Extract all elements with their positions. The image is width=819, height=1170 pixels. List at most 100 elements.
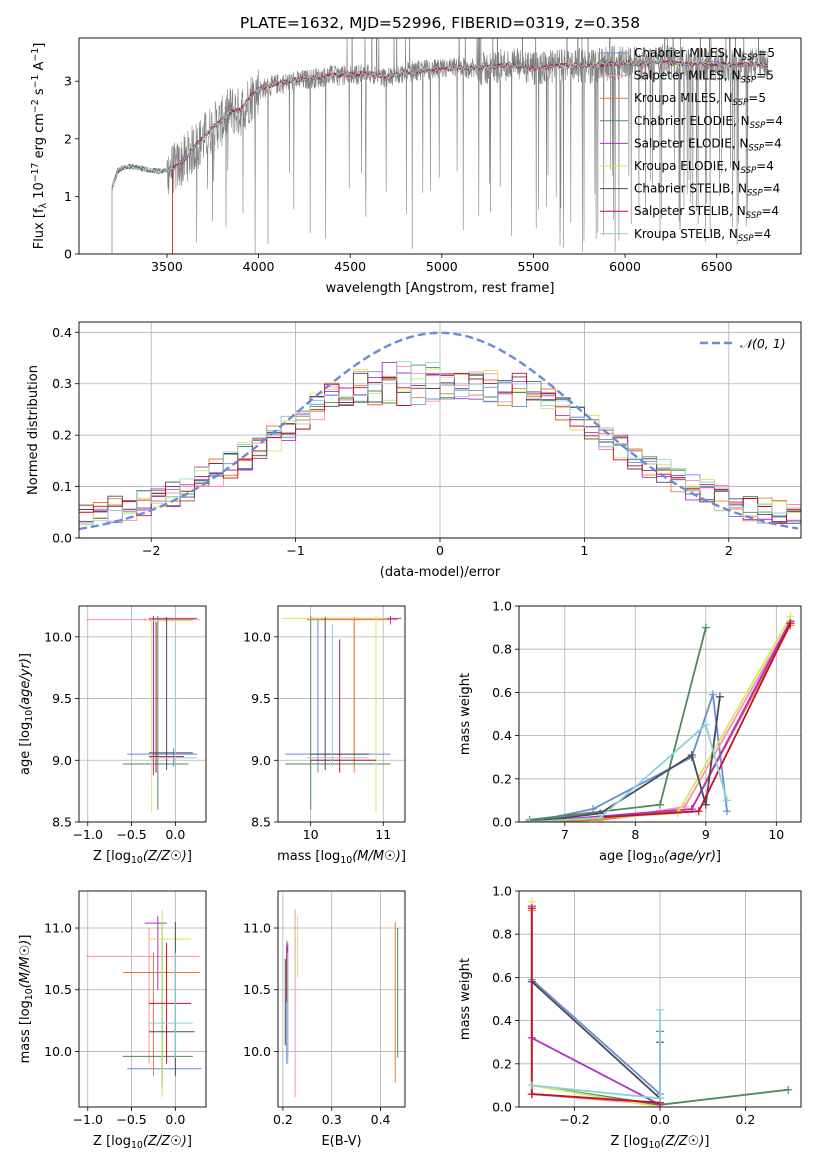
residuals-ytick-label: 0.4 — [52, 325, 72, 340]
age-vs-Z-xlabel-part: (Z/Z☉) — [143, 849, 187, 864]
age-vs-mass-xlabel-part: mass [ — [277, 849, 320, 864]
weight-vs-Z-marker — [784, 1085, 793, 1094]
age-vs-Z-xlabel-part: 10 — [131, 855, 143, 866]
weight-vs-age-ytick-label: 0.4 — [492, 728, 512, 743]
residuals-ytick-label: 0.1 — [52, 479, 72, 494]
legend-text: Kroupa STELIB, N — [634, 227, 738, 241]
weight-vs-Z-ytick-label: 0.4 — [492, 1013, 512, 1028]
age-vs-mass-xlabel-part: (M/M☉) — [352, 849, 401, 864]
age-vs-mass-ytick-label: 10.0 — [243, 629, 271, 644]
legend-text: =4 — [765, 114, 783, 128]
age-vs-Z-ytick-label: 8.5 — [52, 815, 72, 830]
weight-vs-age-ytick-label: 0.2 — [492, 771, 512, 786]
weight-vs-age-plot-area — [525, 612, 795, 822]
legend-sub: SSP — [742, 53, 758, 63]
spectrum-ytick-label: 2 — [64, 131, 72, 146]
legend-text: Chabrier MILES, N — [634, 46, 742, 60]
mass-vs-Z-xlabel-part: 10 — [131, 1140, 143, 1151]
legend-text: Salpeter STELIB, N — [634, 204, 746, 218]
mass-vs-Z-ylabel-part: ] — [18, 935, 33, 940]
residuals-plot-area — [79, 331, 801, 531]
mass-vs-EBV-xlabel-part: E(B-V) — [321, 1134, 361, 1149]
spectrum-axes: 3500 4000 4500 5000 5500 6000 6500 0 1 2 3 — [64, 74, 733, 274]
age-vs-mass-axes: 10 11 8.5 9.0 9.5 10.0 — [243, 606, 405, 842]
weight-vs-age-xlabel: age [log10(age/yr)] — [599, 849, 721, 866]
mass-vs-Z-xlabel-part: Z [ — [93, 1134, 111, 1149]
age-vs-Z-ylabel-part: log — [18, 722, 33, 742]
weight-vs-Z-series-9 — [531, 1009, 661, 1100]
spectrum-ylabel-part: Flux [f — [32, 208, 47, 249]
age-vs-Z-ylabel: age [log10(age/yr)] — [18, 653, 35, 775]
legend-sub: SSP — [748, 143, 764, 153]
weight-vs-age-marker — [596, 813, 605, 822]
legend-sub: SSP — [747, 189, 763, 199]
age-vs-Z-ytick-label: 9.5 — [52, 691, 72, 706]
spectrum-frame — [78, 37, 802, 255]
age-vs-Z-axes: −1.0 −0.5 0.0 8.5 9.0 9.5 10.0 — [44, 606, 206, 842]
residual-histogram-9 — [79, 361, 801, 525]
gaussian-legend-label: 𝒩(0, 1) — [740, 336, 786, 351]
mass-vs-Z-ytick-label: 10.0 — [44, 1044, 72, 1059]
weight-vs-Z-marker — [656, 1005, 664, 1014]
weight-vs-Z-axes: −0.2 0.0 0.2 0.0 0.2 0.4 0.6 0.8 1.0 — [492, 884, 801, 1127]
spectrum-ylabel-part: −1 — [30, 48, 41, 62]
weight-vs-age-ytick-label: 0.6 — [492, 685, 512, 700]
residuals-xtick-label: −1 — [286, 543, 304, 558]
legend-label-5: Salpeter ELODIE, NSSP=4 — [634, 136, 782, 153]
weight-vs-age-xlabel-part: log — [632, 849, 652, 864]
age-vs-mass-xlabel: mass [log10(M/M☉)] — [277, 849, 406, 866]
age-vs-Z-xtick-label: 0.0 — [165, 827, 185, 842]
residuals-ytick-label: 0.0 — [52, 531, 72, 546]
weight-vs-age-frame — [518, 605, 802, 823]
age-vs-mass-xtick-label: 10 — [303, 827, 319, 842]
spectrum-ylabel-part: erg cm — [32, 113, 47, 162]
age-vs-Z-ytick-label: 9.0 — [52, 753, 72, 768]
spectrum-xtick-label: 6000 — [609, 259, 641, 274]
mass-vs-EBV-axes: 0.2 0.3 0.4 10.0 10.5 11.0 — [243, 891, 405, 1127]
weight-vs-age-xtick-label: 8 — [631, 827, 639, 842]
weight-vs-age-marker — [722, 807, 731, 816]
weight-vs-Z-xtick-label: 0.0 — [650, 1112, 670, 1127]
residuals-ytick-label: 0.3 — [52, 376, 72, 391]
residuals-axes: −2 −1 0 1 2 0.0 0.1 0.2 0.3 0.4 — [52, 322, 801, 558]
mass-vs-Z-ylabel-part: log — [18, 1000, 33, 1020]
age-vs-mass-ytick-label: 9.5 — [251, 691, 271, 706]
weight-vs-Z-marker — [527, 1090, 536, 1099]
mass-vs-EBV-xlabel: E(B-V) — [321, 1134, 361, 1149]
spectrum-ylabel-part: ] — [32, 43, 47, 48]
weight-vs-Z-marker — [656, 1094, 664, 1103]
mass-vs-Z-xlabel-part: (Z/Z☉) — [143, 1134, 187, 1149]
weight-vs-age-series-8 — [529, 622, 792, 822]
weight-vs-Z-xlabel-part: 10 — [648, 1140, 660, 1151]
legend-sub: SSP — [733, 98, 749, 108]
mass-vs-Z-ylabel: mass [log10(M/M☉)] — [18, 935, 35, 1064]
weight-vs-age-xlabel-part: (age/yr) — [664, 849, 716, 864]
spectrum-plot-area — [111, 38, 769, 254]
weight-vs-age-series-2 — [529, 620, 792, 822]
mass-vs-EBV-frame — [277, 890, 406, 1108]
weight-vs-Z-ytick-label: 0.0 — [492, 1100, 512, 1115]
spectrum-ylabel-part: −17 — [30, 162, 41, 182]
spectrum-ylabel-part: A — [32, 61, 47, 74]
age-vs-mass-xlabel-part: log — [320, 849, 340, 864]
residuals-xlabel: (data-model)/error — [380, 565, 501, 580]
weight-vs-age-marker — [687, 751, 696, 760]
spectrum-ytick-label: 0 — [64, 247, 72, 262]
legend-label-1: Chabrier MILES, NSSP=5 — [634, 46, 775, 63]
legend-label-9: Kroupa STELIB, NSSP=4 — [634, 227, 771, 244]
mass-vs-Z-ylabel-part: 10 — [24, 988, 35, 1000]
weight-vs-age-series-6 — [529, 616, 792, 822]
weight-vs-Z-marker — [527, 1081, 536, 1090]
legend-sub: SSP — [746, 211, 762, 221]
weight-vs-Z-frame — [518, 890, 802, 1108]
age-vs-mass-frame — [277, 605, 406, 823]
age-vs-mass-xlabel-part: 10 — [340, 855, 352, 866]
mass-vs-Z-ylabel-part: (M/M☉) — [18, 940, 33, 989]
model-spectrum-line-7 — [111, 59, 768, 254]
residuals-xlabel-part: (data-model)/error — [380, 565, 501, 580]
mass-vs-Z-xlabel-part: log — [111, 1134, 131, 1149]
spectrum-ytick-label: 1 — [64, 189, 72, 204]
gaussian-curve — [79, 331, 799, 531]
spectrum-xtick-label: 6500 — [701, 259, 733, 274]
age-vs-Z-xlabel-part: Z [ — [93, 849, 111, 864]
